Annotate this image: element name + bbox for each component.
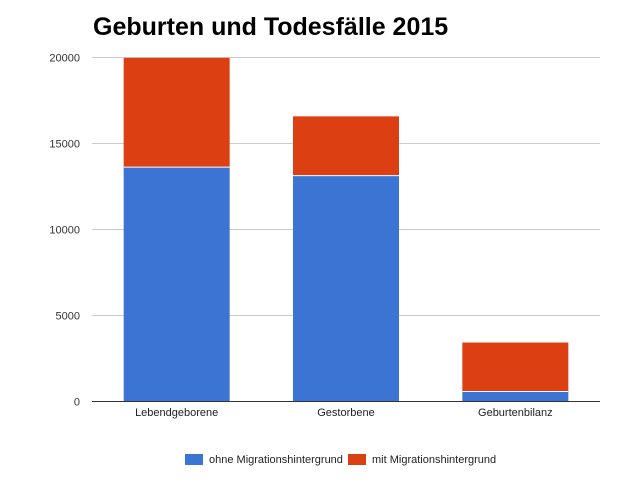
category-label: Geburtenbilanz <box>478 407 553 419</box>
bar-segment-mit-1 <box>293 116 399 176</box>
bar-segment-ohne-2 <box>462 391 569 401</box>
legend: ohne Migrationshintergrund mit Migrations… <box>185 454 496 466</box>
bar-segment-mit-2 <box>462 342 569 392</box>
bar-segment-ohne-1 <box>293 175 399 401</box>
x-axis-category-labels: Lebendgeborene Gestorbene Geburtenbilanz <box>135 407 553 419</box>
y-tick-label: 0 <box>74 397 80 409</box>
y-axis-tick-labels: 0 5000 10000 15000 20000 <box>49 53 80 409</box>
bar-segment-mit-0 <box>123 57 230 168</box>
legend-label-mit: mit Migrationshintergrund <box>372 454 496 466</box>
legend-label-ohne: ohne Migrationshintergrund <box>209 454 343 466</box>
bars <box>123 57 569 401</box>
y-tick-label: 20000 <box>49 53 80 65</box>
category-label: Gestorbene <box>317 407 374 419</box>
y-tick-label: 5000 <box>56 311 80 323</box>
bar-segment-ohne-0 <box>123 167 230 401</box>
legend-swatch-ohne <box>185 454 203 465</box>
category-label: Lebendgeborene <box>135 407 218 419</box>
legend-swatch-mit <box>348 454 366 465</box>
y-tick-label: 15000 <box>49 139 80 151</box>
y-tick-label: 10000 <box>49 225 80 237</box>
chart-title: Geburten und Todesfälle 2015 <box>93 13 448 41</box>
